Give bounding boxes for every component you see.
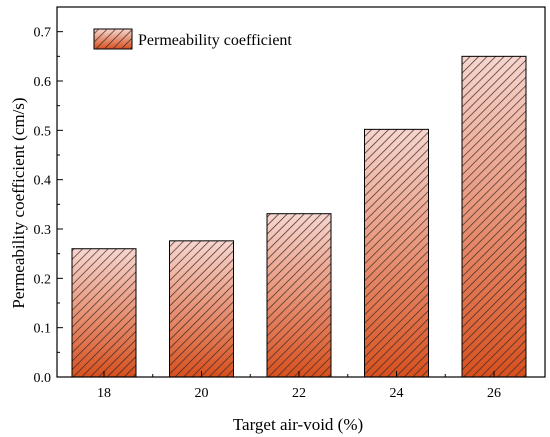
x-tick-label-22: 22	[292, 386, 306, 401]
ticks-layer: 0.0 0.1 0.2 0.3 0.4 0.5 0.6 0.7 18 20 22 24 26	[34, 26, 502, 401]
x-tick-label-20: 20	[195, 386, 209, 401]
legend: Permeability coefficient	[93, 28, 292, 50]
bar-hatch-24	[364, 128, 429, 378]
y-tick-label: 0.7	[34, 26, 52, 41]
x-tick-label-26: 26	[487, 386, 501, 401]
x-tick-label-24: 24	[390, 386, 404, 401]
y-tick-label: 0.1	[34, 322, 52, 337]
x-tick-label-18: 18	[97, 386, 111, 401]
y-tick-label: 0.0	[34, 371, 52, 386]
legend-label: Permeability coefficient	[138, 32, 292, 49]
y-tick-label: 0.5	[34, 124, 52, 139]
bar-hatch-26	[461, 55, 527, 378]
bar-hatch-22	[266, 213, 332, 378]
legend-swatch-hatch	[94, 29, 132, 49]
bar-hatch-20	[169, 240, 234, 378]
y-axis-title: Permeability coefficient (cm/s)	[9, 97, 28, 308]
axes-layer	[56, 6, 546, 378]
y-tick-label: 0.6	[34, 75, 52, 90]
bar-hatch-18	[71, 248, 137, 378]
y-tick-label: 0.4	[34, 174, 52, 189]
x-axis-title: Target air-void (%)	[233, 415, 363, 434]
bars-layer	[71, 55, 527, 378]
plot-frame	[56, 6, 546, 378]
y-tick-label: 0.2	[34, 272, 52, 287]
y-tick-label: 0.3	[34, 223, 52, 238]
